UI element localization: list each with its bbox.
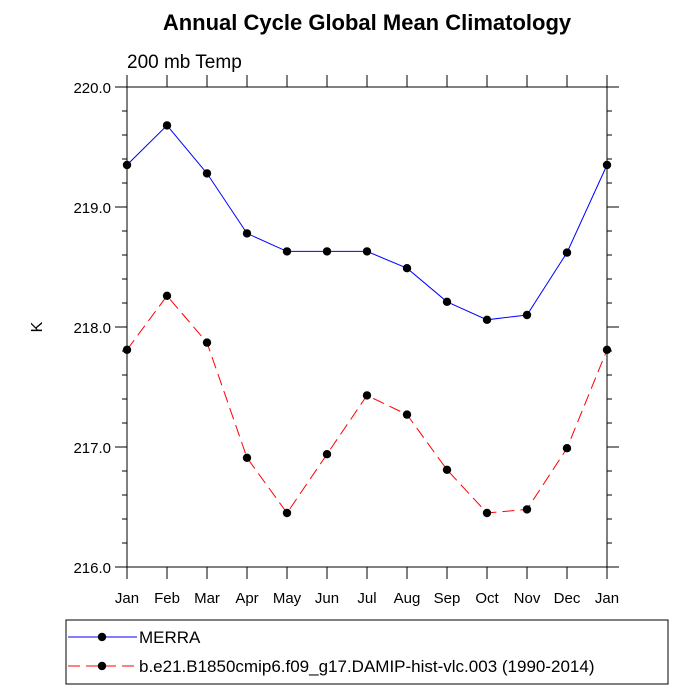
legend: MERRA b.e21.B1850cmip6.f09_g17.DAMIP-hist… (68, 628, 595, 676)
y-axis-label: K (29, 321, 46, 332)
data-point-series-0 (482, 315, 492, 324)
data-point-series-0 (522, 310, 532, 320)
data-point-series-1 (402, 410, 412, 419)
x-tick-label: May (273, 590, 302, 607)
chart-title: Annual Cycle Global Mean Climatology (163, 10, 572, 35)
data-point-series-1 (442, 465, 452, 474)
x-tick-label: Feb (154, 590, 180, 607)
x-tick-label: Jun (315, 590, 339, 607)
y-tick-label: 220.0 (73, 80, 111, 97)
data-point-series-1 (562, 444, 572, 453)
x-tick-label: Jan (115, 590, 139, 607)
chart-subtitle: 200 mb Temp (127, 52, 242, 73)
data-point-series-1 (242, 453, 252, 462)
legend-label-1: b.e21.B1850cmip6.f09_g17.DAMIP-hist-vlc.… (139, 657, 595, 676)
series-line-0 (126, 124, 608, 321)
x-tick-label: Dec (554, 590, 581, 607)
y-tick-label: 216.0 (73, 560, 111, 577)
data-point-series-1 (482, 508, 492, 518)
data-point-series-0 (322, 247, 332, 256)
data-point-series-0 (202, 169, 212, 178)
legend-marker-1 (97, 661, 107, 671)
x-tick-label: Aug (394, 590, 421, 607)
data-point-series-1 (162, 291, 172, 300)
x-tick-label: Sep (434, 590, 461, 607)
data-point-series-0 (282, 247, 292, 256)
y-tick-label: 217.0 (73, 440, 111, 457)
x-tick-label: Oct (475, 590, 499, 607)
data-point-series-0 (362, 247, 372, 256)
series-line-1 (126, 294, 608, 514)
data-point-series-0 (602, 160, 612, 170)
series-layer (122, 121, 612, 518)
data-point-series-0 (442, 297, 452, 306)
x-tick-label: Jul (357, 590, 376, 607)
data-point-series-1 (322, 450, 332, 459)
legend-label-0: MERRA (139, 628, 201, 647)
x-tick-label: Mar (194, 590, 220, 607)
data-point-series-1 (362, 391, 372, 400)
x-tick-label: Apr (235, 590, 258, 607)
plot-frame (126, 86, 608, 568)
data-point-series-0 (242, 229, 252, 238)
data-point-series-0 (402, 264, 412, 273)
data-point-series-1 (602, 345, 612, 354)
y-tick-label: 218.0 (73, 320, 111, 337)
data-point-series-1 (282, 508, 292, 518)
data-point-series-1 (122, 345, 132, 354)
data-point-series-0 (562, 248, 572, 257)
data-point-series-1 (202, 338, 212, 347)
x-tick-label: Jan (595, 590, 619, 607)
legend-marker-0 (97, 632, 107, 642)
data-point-series-0 (162, 121, 172, 130)
legend-box (65, 619, 669, 685)
data-point-series-0 (122, 160, 132, 170)
data-point-series-1 (522, 505, 532, 514)
y-tick-label: 219.0 (73, 200, 111, 217)
x-tick-label: Nov (514, 590, 541, 607)
axes: 216.0 217.0 218.0 219.0 220.0 Jan Feb Mar Apr May… (29, 75, 619, 607)
